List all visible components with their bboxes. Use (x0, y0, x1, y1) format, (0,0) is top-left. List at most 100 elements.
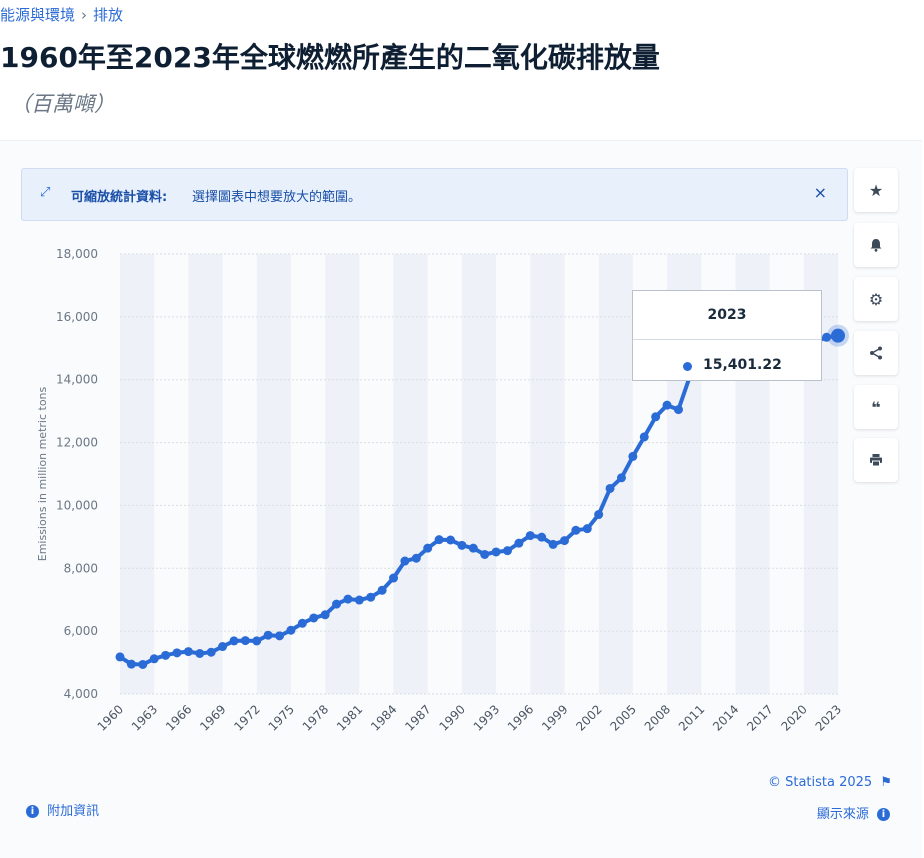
gear-icon: ⚙ (868, 289, 884, 309)
background-band (530, 254, 565, 694)
data-point (514, 538, 524, 548)
x-tick-label: 1978 (300, 702, 331, 733)
data-point (161, 650, 171, 660)
y-tick-label: 14,000 (56, 373, 98, 387)
background-band (120, 254, 155, 694)
data-point (525, 531, 535, 541)
x-tick-label: 1975 (266, 702, 297, 733)
y-tick-label: 16,000 (56, 310, 98, 324)
tooltip-value: 15,401.22 (703, 357, 782, 373)
data-point (491, 547, 501, 557)
data-point (571, 525, 581, 535)
more-info-link[interactable]: i 附加資訊 (22, 800, 99, 819)
x-tick-label: 2008 (642, 702, 673, 733)
print-icon (870, 454, 882, 467)
breadcrumb-separator: › (81, 6, 88, 24)
data-point (582, 524, 592, 534)
data-point (297, 618, 307, 628)
share-button[interactable] (854, 331, 898, 375)
background-band (393, 254, 428, 694)
print-button[interactable] (854, 438, 898, 482)
y-tick-label: 6,000 (64, 624, 98, 638)
quote-icon: ❝ (871, 397, 881, 417)
breadcrumb-current-link[interactable]: 排放 (93, 6, 124, 24)
data-point (138, 659, 148, 669)
page-title: 1960年至2023年全球燃燃所產生的二氧化碳排放量 (0, 41, 660, 74)
copyright-link[interactable]: © Statista 2025 ⚑ (767, 775, 892, 790)
data-point (172, 648, 182, 658)
x-tick-label: 2005 (607, 702, 638, 733)
data-point (320, 610, 330, 620)
x-tick-label: 1993 (471, 702, 502, 733)
x-tick-label: 2014 (710, 702, 741, 733)
data-point (628, 451, 638, 461)
tooltip-divider (633, 339, 821, 340)
breadcrumb: 能源與環境 › 排放 (0, 4, 123, 25)
show-source-link[interactable]: 顯示來源 i (817, 803, 894, 822)
alert-button[interactable] (854, 223, 898, 267)
x-tick-label: 2020 (778, 702, 809, 733)
zoom-banner-text: 選擇圖表中想要放大的範圍。 (192, 190, 362, 205)
data-point (389, 573, 399, 583)
y-tick-label: 18,000 (56, 247, 98, 261)
info-icon: i (877, 808, 890, 821)
data-point (206, 647, 216, 657)
x-tick-label: 2023 (813, 702, 844, 733)
breadcrumb-parent-link[interactable]: 能源與環境 (0, 6, 76, 24)
data-point (195, 648, 205, 658)
data-point (548, 539, 558, 549)
data-point (822, 332, 832, 342)
settings-button[interactable]: ⚙ (854, 277, 898, 321)
x-tick-label: 2002 (573, 702, 604, 733)
data-point (377, 585, 387, 595)
background-band (325, 254, 360, 694)
x-tick-label: 1960 (95, 702, 126, 733)
share-icon (870, 346, 882, 360)
bell-icon (870, 239, 882, 252)
data-point (183, 647, 193, 657)
x-tick-label: 1981 (334, 702, 365, 733)
data-point (309, 613, 319, 623)
data-point (673, 405, 683, 415)
data-point (263, 630, 273, 640)
y-axis-title: Emissions in million metric tons (36, 386, 49, 561)
data-point (115, 652, 125, 662)
background-band (598, 254, 633, 694)
data-point (605, 483, 615, 493)
data-point (411, 553, 421, 563)
data-point (651, 412, 661, 422)
x-tick-label: 1963 (129, 702, 160, 733)
favorite-button[interactable]: ★ (854, 168, 898, 212)
x-tick-label: 1972 (231, 702, 262, 733)
data-point (423, 543, 433, 553)
x-tick-label: 1969 (197, 702, 228, 733)
flag-icon: ⚑ (880, 775, 892, 790)
data-point (343, 594, 353, 604)
data-point (240, 636, 250, 646)
x-tick-label: 1987 (402, 702, 433, 733)
data-point (354, 595, 364, 605)
data-point (457, 540, 467, 550)
expand-icon: ⤢ (40, 185, 51, 200)
data-point (366, 592, 376, 602)
x-tick-label: 2017 (744, 702, 775, 733)
x-tick-label: 1984 (368, 702, 399, 733)
x-tick-label: 2011 (676, 702, 707, 733)
data-point (537, 532, 547, 542)
x-tick-label: 1996 (505, 702, 536, 733)
info-icon: i (26, 805, 39, 818)
data-point (400, 556, 410, 566)
close-icon[interactable]: × (813, 183, 827, 202)
line-chart[interactable]: 4,000 6,000 8,000 10,000 12,000 14,000 16,000 1… (0, 230, 924, 750)
background-band (461, 254, 497, 694)
data-point (434, 535, 444, 545)
background-band (188, 254, 223, 694)
data-point (639, 432, 649, 442)
cite-button[interactable]: ❝ (854, 385, 898, 429)
data-point (662, 400, 672, 410)
data-point (831, 328, 845, 343)
zoom-banner-label: 可縮放統計資料: (71, 190, 168, 205)
data-point (286, 625, 296, 635)
star-icon: ★ (868, 180, 884, 200)
x-tick-label: 1966 (163, 702, 194, 733)
